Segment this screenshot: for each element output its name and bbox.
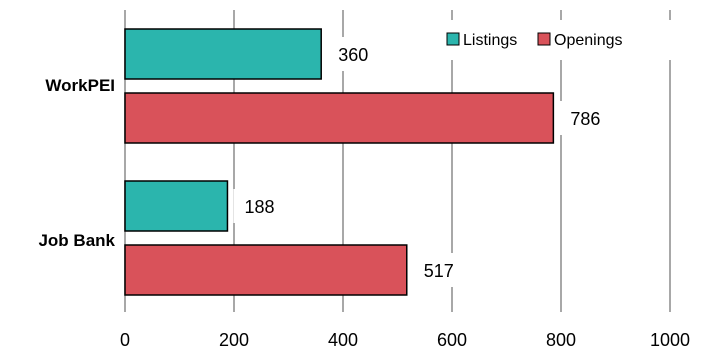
x-tick-label: 1000	[650, 330, 690, 350]
x-tick-label: 800	[546, 330, 576, 350]
data-label-bg	[327, 37, 376, 71]
bar-listings-job-bank	[124, 180, 229, 232]
legend-swatch-listings	[446, 32, 460, 46]
legend-label-listings: Listings	[463, 32, 517, 49]
bars: 360 786 188 517	[124, 28, 608, 296]
legend-label-openings: Openings	[554, 32, 623, 49]
x-axis-ticks: 0 200 400 600 800 1000	[120, 330, 690, 350]
data-label: 517	[424, 261, 454, 281]
data-label-bg	[559, 101, 608, 135]
x-tick-label: 200	[219, 330, 249, 350]
category-label: Job Bank	[38, 231, 115, 250]
data-label-bg	[233, 189, 282, 223]
legend: Listings Openings	[440, 20, 672, 60]
category-labels: WorkPEI Job Bank	[38, 76, 115, 250]
data-label: 360	[338, 45, 368, 65]
bar-listings-workpei	[124, 28, 322, 80]
legend-swatch-openings	[537, 32, 551, 46]
x-tick-label: 0	[120, 330, 130, 350]
bar-openings-workpei	[124, 92, 555, 144]
data-label: 786	[570, 109, 600, 129]
data-label-bg	[412, 253, 461, 287]
x-tick-label: 600	[437, 330, 467, 350]
x-tick-label: 400	[328, 330, 358, 350]
bar-openings-job-bank	[124, 244, 408, 296]
legend-background	[440, 20, 672, 60]
data-label: 188	[244, 197, 274, 217]
category-label: WorkPEI	[45, 76, 115, 95]
